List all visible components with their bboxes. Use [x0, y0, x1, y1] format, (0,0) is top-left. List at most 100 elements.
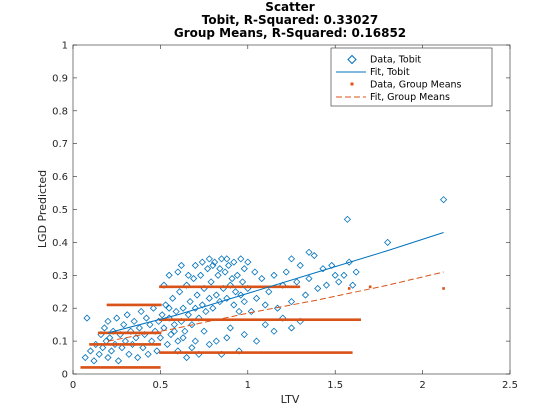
- group-means-data-point: [266, 318, 269, 322]
- group-means-data-point: [316, 318, 320, 322]
- group-means-data-point: [188, 318, 192, 322]
- group-means-data-point: [118, 331, 122, 335]
- tobit-data-point: [211, 258, 219, 266]
- group-means-data-point: [251, 351, 254, 354]
- group-means-data-point: [230, 351, 234, 354]
- tobit-data-point: [216, 298, 224, 306]
- group-means-data-point: [282, 285, 286, 289]
- group-means-data-point: [318, 351, 322, 354]
- group-means-data-point: [145, 343, 149, 346]
- group-means-data-point: [259, 285, 263, 289]
- group-means-data-point: [110, 343, 113, 346]
- group-means-data-point: [263, 351, 267, 354]
- group-means-data-point: [103, 343, 107, 346]
- group-means-data-point: [165, 318, 168, 322]
- group-means-data-point: [345, 318, 349, 322]
- group-means-data-point: [209, 318, 213, 322]
- group-means-data-point: [194, 318, 198, 322]
- group-means-data-point: [123, 303, 127, 307]
- group-means-data-point: [284, 285, 288, 289]
- group-means-data-point: [278, 285, 282, 289]
- tobit-data-point: [209, 304, 217, 312]
- group-means-data-point: [171, 351, 175, 354]
- group-means-data-point: [287, 351, 290, 354]
- group-means-data-point: [88, 366, 92, 369]
- group-means-data-point: [114, 343, 117, 346]
- group-means-data-point: [101, 343, 105, 346]
- group-means-data-point: [129, 343, 132, 346]
- group-means-data-point: [99, 343, 103, 346]
- group-means-data-point: [120, 366, 123, 369]
- group-means-data-point: [182, 318, 185, 322]
- tobit-data-point: [282, 268, 290, 276]
- group-means-data-point: [93, 343, 96, 346]
- group-means-data-point: [198, 351, 202, 354]
- group-means-data-point: [238, 318, 242, 322]
- group-means-data-point: [171, 318, 175, 322]
- legend-label-data-tobit: Data, Tobit: [370, 55, 421, 66]
- group-means-data-point: [101, 366, 105, 369]
- group-means-data-point: [196, 318, 200, 322]
- tobit-data-point: [127, 327, 135, 335]
- tobit-data-point: [104, 353, 112, 362]
- group-means-data-point: [358, 318, 361, 322]
- y-tick-label: 0.5: [52, 205, 68, 216]
- group-means-data-point: [161, 285, 164, 289]
- group-means-data-point: [331, 351, 334, 354]
- tobit-data-point: [205, 340, 213, 348]
- group-means-data-point: [125, 303, 129, 307]
- tobit-data-point: [170, 321, 178, 329]
- tobit-data-point: [170, 327, 178, 335]
- group-means-data-point: [284, 351, 288, 354]
- group-means-data-point: [230, 285, 234, 289]
- legend-box: [330, 47, 493, 107]
- group-means-data-point: [201, 318, 204, 322]
- group-means-data-point: [259, 318, 263, 322]
- group-means-data-point: [308, 318, 311, 322]
- x-tick-label: 2.5: [502, 380, 518, 391]
- group-means-data-point: [84, 366, 88, 369]
- group-means-data-point: [234, 351, 238, 354]
- tobit-fit-line: [107, 232, 444, 334]
- group-means-data-point: [326, 318, 330, 322]
- group-means-data-point: [150, 343, 153, 346]
- tobit-data-point: [160, 281, 168, 289]
- group-means-data-point: [312, 318, 315, 322]
- group-means-data-point: [167, 318, 171, 322]
- tobit-data-point: [195, 314, 203, 322]
- group-means-data-point: [147, 366, 151, 369]
- y-tick-label: 1: [62, 41, 68, 52]
- group-means-data-point: [144, 303, 148, 307]
- group-means-data-point: [266, 285, 269, 289]
- group-means-data-point: [186, 318, 189, 322]
- tobit-data-point: [287, 255, 296, 263]
- group-means-data-point: [112, 331, 116, 335]
- plot-area: [80, 196, 448, 369]
- tobit-data-point: [113, 314, 121, 322]
- group-means-data-point: [205, 285, 208, 289]
- group-means-data-point: [297, 351, 301, 354]
- tobit-data-point: [120, 321, 128, 329]
- group-means-data-point: [180, 351, 183, 354]
- tobit-data-point: [314, 284, 322, 293]
- y-axis-label: LGD Predicted: [36, 170, 49, 248]
- group-means-data-point: [318, 318, 322, 322]
- tobit-data-point: [331, 271, 339, 279]
- group-means-data-point: [316, 351, 320, 354]
- group-means-data-point: [167, 351, 171, 354]
- tobit-data-point: [287, 298, 296, 306]
- group-means-data-point: [175, 285, 179, 289]
- group-means-data-point: [154, 343, 157, 346]
- tobit-data-point: [197, 271, 205, 279]
- group-means-data-point: [133, 303, 137, 307]
- group-means-data-point: [110, 331, 114, 335]
- tobit-data-point: [200, 327, 208, 335]
- tobit-data-point: [335, 278, 343, 286]
- group-means-data-point: [280, 318, 284, 322]
- group-means-data-point: [240, 351, 244, 354]
- group-means-data-point: [147, 343, 151, 346]
- group-means-data-point: [131, 331, 135, 335]
- group-means-data-point: [293, 285, 296, 289]
- group-means-data-point: [333, 318, 336, 322]
- x-tick-label: 0.5: [152, 380, 168, 391]
